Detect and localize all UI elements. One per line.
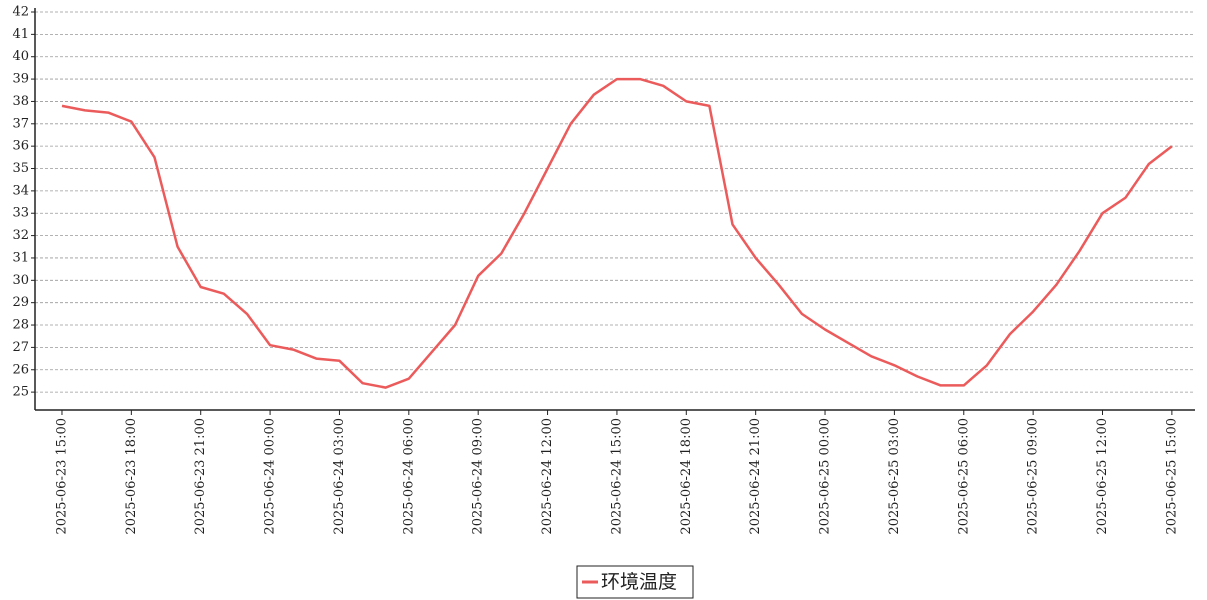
y-tick-label: 40 — [12, 49, 29, 64]
legend-label: 环境温度 — [601, 571, 677, 593]
x-tick-label: 2025-06-25 03:00 — [887, 418, 902, 535]
y-tick-label: 26 — [12, 362, 29, 377]
y-tick-label: 30 — [12, 273, 29, 288]
x-tick-label: 2025-06-24 03:00 — [332, 418, 347, 535]
x-tick-label: 2025-06-24 09:00 — [471, 418, 486, 535]
legend: 环境温度 — [576, 565, 694, 599]
y-tick-label: 33 — [12, 206, 29, 221]
x-tick-label: 2025-06-25 15:00 — [1164, 418, 1179, 535]
x-tick-label: 2025-06-24 06:00 — [401, 418, 416, 535]
x-tick-label: 2025-06-24 15:00 — [609, 418, 624, 535]
y-tick-label: 37 — [12, 116, 29, 131]
y-tick-label: 38 — [12, 94, 29, 109]
x-tick-label: 2025-06-23 21:00 — [193, 418, 208, 535]
x-tick-label: 2025-06-24 18:00 — [679, 418, 694, 535]
y-tick-label: 28 — [12, 318, 29, 333]
y-tick-label: 31 — [12, 250, 29, 265]
y-tick-label: 27 — [12, 340, 29, 355]
y-tick-label: 35 — [12, 161, 29, 176]
x-tick-label: 2025-06-24 21:00 — [748, 418, 763, 535]
y-tick-label: 42 — [12, 5, 29, 20]
y-tick-label: 41 — [12, 27, 29, 42]
x-tick-label: 2025-06-24 00:00 — [263, 418, 278, 535]
x-tick-label: 2025-06-25 09:00 — [1026, 418, 1041, 535]
y-tick-label: 39 — [12, 72, 29, 87]
y-tick-label: 25 — [12, 385, 29, 400]
y-tick-label: 32 — [12, 228, 29, 243]
x-tick-label: 2025-06-25 06:00 — [956, 418, 971, 535]
y-tick-label: 36 — [12, 139, 29, 154]
x-tick-label: 2025-06-25 00:00 — [818, 418, 833, 535]
line — [61, 77, 1173, 389]
y-tick-label: 34 — [12, 183, 29, 198]
x-tick-label: 2025-06-24 12:00 — [540, 418, 555, 535]
y-tick-label: 29 — [12, 295, 29, 310]
x-tick-label: 2025-06-25 12:00 — [1095, 418, 1110, 535]
x-tick-label: 2025-06-23 18:00 — [124, 418, 139, 535]
x-tick-label: 2025-06-23 15:00 — [54, 418, 69, 535]
